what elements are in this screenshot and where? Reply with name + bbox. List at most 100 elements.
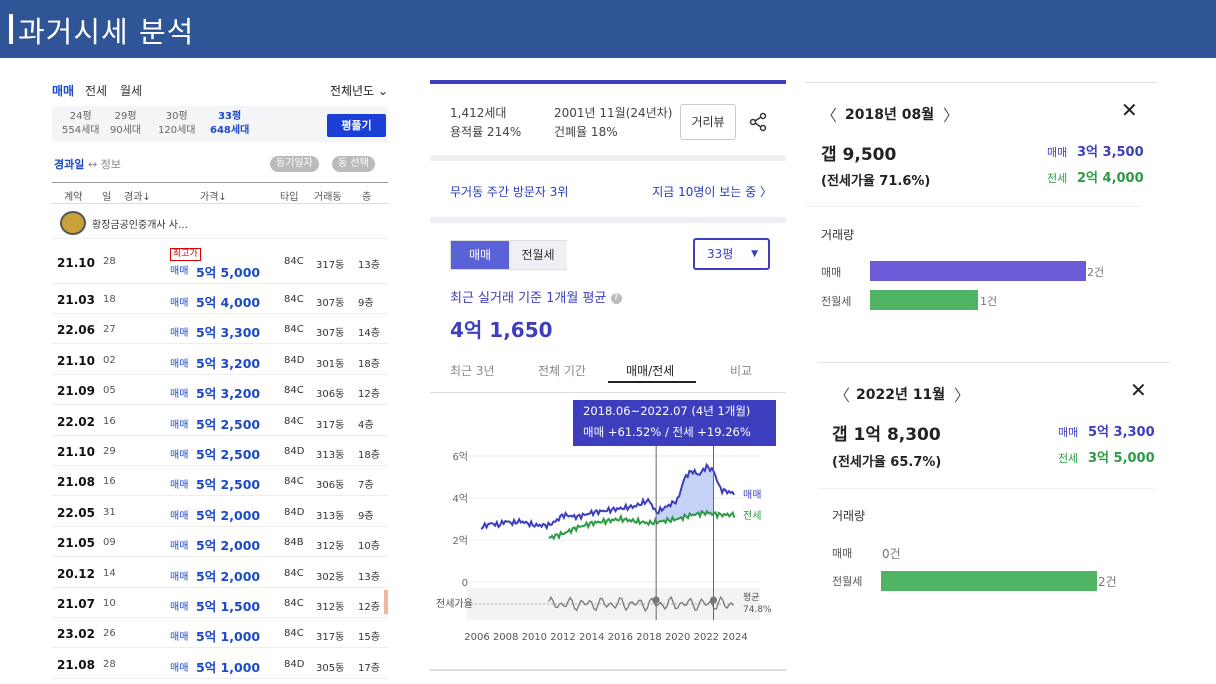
cell-dd: 28	[103, 256, 116, 267]
cell-ty: 매매	[170, 450, 189, 461]
table-row[interactable]: 22.06 27 매매 5억 3,300 84C 307동 14층	[52, 314, 388, 345]
bar-rent-count: 1건	[980, 295, 998, 308]
caret-down-icon: ▼	[751, 249, 758, 259]
cell-d: 21.07	[57, 597, 95, 611]
cell-ty: 매매	[170, 480, 189, 492]
agent-row[interactable]: 황장금공인중개사 사…	[52, 207, 388, 239]
cell-ty: 매매	[170, 541, 189, 553]
size-households: 648세대	[210, 125, 250, 136]
cell-pr: 5억 1,000	[196, 659, 261, 675]
cell-dong: 306동	[316, 389, 345, 401]
cell-dong: 317동	[316, 632, 345, 644]
street-view-button[interactable]: 거리뷰	[680, 104, 736, 140]
share-icon[interactable]	[748, 112, 768, 132]
table-row[interactable]: 21.03 18 매매 5억 4,000 84C 307동 9층	[52, 284, 388, 314]
visit-rank[interactable]: 무거동 주간 방문자 3위	[450, 185, 569, 199]
next-month-icon[interactable]: 〉	[943, 106, 960, 125]
year-select[interactable]: 전체년도 ⌄	[330, 82, 388, 99]
x-tick-label: 2020	[665, 632, 690, 643]
cell-dong: 317동	[316, 419, 345, 431]
prev-month-icon[interactable]: 〈	[821, 106, 838, 125]
building-select-pill[interactable]: 동 선택	[332, 156, 375, 172]
tab-all-period[interactable]: 전체 기간	[538, 364, 586, 378]
divider	[430, 217, 786, 223]
table-row[interactable]: 22.05 31 매매 5억 2,000 84D 313동 9층	[52, 497, 388, 527]
prev-month-icon[interactable]: 〈	[834, 386, 851, 405]
cell-t: 84C	[284, 294, 304, 305]
cell-t: 84C	[284, 628, 304, 640]
registration-date-pill[interactable]: 등기일자	[270, 156, 319, 172]
bar-rent	[881, 571, 1097, 591]
tab-sale-jeonse[interactable]: 매매/전세	[626, 364, 675, 378]
table-row[interactable]: 21.07 10 매매 5억 1,500 84C 312동 12층	[52, 588, 388, 618]
jeonse-value: 2억 4,000	[1077, 171, 1144, 186]
table-row[interactable]: 21.05 09 매매 5억 2,000 84B 312동 10층	[52, 527, 388, 558]
table-row[interactable]: 21.10 28 매매 5억 5,000 84C 317동 13층 최고가	[52, 242, 388, 284]
cell-dd: 16	[103, 415, 116, 427]
col-elapsed[interactable]: 경과↓	[124, 192, 151, 203]
cell-dong: 301동	[316, 358, 345, 370]
cell-fl: 15층	[358, 632, 380, 644]
x-tick-label: 2008	[493, 632, 518, 643]
table-row[interactable]: 21.08 28 매매 5억 1,000 84D 305동 17층	[52, 649, 388, 679]
x-tick-label: 2024	[722, 632, 747, 643]
size-option[interactable]: 29평 90세대	[110, 110, 141, 138]
cell-fl: 13층	[358, 571, 380, 583]
sale-label: 매매	[1047, 146, 1068, 159]
ratio-legend-name: 평균	[743, 592, 760, 603]
complex-chart-panel: 1,412세대 용적률 214% 2001년 11월(24년차) 건폐율 18%…	[430, 80, 786, 684]
sort-elapsed[interactable]: 경과일	[54, 158, 85, 171]
close-icon[interactable]: ✕	[1130, 378, 1147, 402]
table-row[interactable]: 21.09 05 매매 5억 3,200 84C 306동 12층	[52, 375, 388, 406]
cell-pr: 5억 2,500	[196, 477, 261, 493]
tab-compare[interactable]: 비교	[730, 364, 753, 378]
col-price[interactable]: 가격↓	[200, 192, 227, 203]
cell-dong: 307동	[316, 328, 345, 340]
table-row[interactable]: 23.02 26 매매 5억 1,000 84C 317동 15층	[52, 618, 388, 649]
y-tick-label: 2억	[452, 535, 468, 547]
x-tick-label: 2018	[636, 632, 661, 643]
table-row[interactable]: 21.10 02 매매 5억 3,200 84D 301동 18층	[52, 345, 388, 375]
close-icon[interactable]: ✕	[1121, 98, 1138, 122]
tab-recent-3y[interactable]: 최근 3년	[450, 364, 495, 378]
col-day: 일	[102, 192, 112, 203]
size-option-selected[interactable]: 33평 648세대	[210, 110, 249, 138]
sort-info[interactable]: ↔ 정보	[88, 158, 121, 171]
gap-amount: 갭 1억 8,300	[832, 425, 941, 445]
detail-card-2022: 〈 2022년 11월 〉 ✕ 갭 1억 8,300 (전세가율 65.7%) …	[818, 362, 1170, 622]
far-text: 용적률 214%	[450, 125, 522, 139]
x-tick-label: 2014	[579, 632, 604, 643]
toggle-rent[interactable]: 전월세	[509, 241, 567, 269]
jeonse-value: 3억 5,000	[1088, 451, 1155, 466]
jeonse-ratio: (전세가율 65.7%)	[832, 455, 942, 470]
pyeong-button[interactable]: 평풀기	[327, 114, 386, 137]
cell-dd: 14	[103, 567, 116, 579]
cell-pr: 5억 2,000	[196, 538, 261, 554]
table-row[interactable]: 20.12 14 매매 5억 2,000 84C 302동 13층	[52, 558, 388, 588]
jeonse-ratio: (전세가율 71.6%)	[821, 174, 931, 189]
size-option[interactable]: 30평 120세대	[158, 110, 196, 138]
detail-card-2018: 〈 2018년 08월 〉 ✕ 갭 9,500 (전세가율 71.6%) 매매 …	[805, 82, 1157, 342]
tab-sale[interactable]: 매매	[52, 84, 75, 98]
size-option[interactable]: 24평 554세대	[62, 110, 100, 138]
current-viewers[interactable]: 지금 10명이 보는 중 〉	[652, 185, 772, 199]
table-row[interactable]: 22.02 16 매매 5억 2,500 84C 317동 4층	[52, 406, 388, 436]
built-year-text: 2001년 11월(24년차)	[554, 106, 673, 120]
toggle-sale[interactable]: 매매	[451, 241, 509, 269]
cell-dd: 05	[103, 385, 116, 397]
cell-dd: 16	[103, 476, 116, 488]
pyeong-select[interactable]: 33평 ▼	[693, 238, 770, 270]
tab-monthly[interactable]: 월세	[120, 84, 143, 98]
next-month-icon[interactable]: 〉	[954, 386, 971, 405]
size-households: 90세대	[110, 125, 142, 136]
col-contract[interactable]: 계약	[64, 192, 83, 203]
tab-jeonse[interactable]: 전세	[85, 84, 108, 98]
cell-t: 84B	[284, 537, 304, 549]
table-header: 계약 일 경과↓ 가격↓ 타입 거래동 층	[52, 182, 388, 204]
table-row[interactable]: 21.10 29 매매 5억 2,500 84D 313동 18층	[52, 436, 388, 466]
table-row[interactable]: 21.08 16 매매 5억 2,500 84C 306동 7층	[52, 466, 388, 497]
tooltip-change: 매매 +61.52% / 전세 +19.26%	[583, 425, 751, 439]
divider	[805, 206, 1141, 207]
help-icon[interactable]: ?	[610, 293, 622, 304]
bar-rent-label: 전월세	[821, 295, 852, 308]
